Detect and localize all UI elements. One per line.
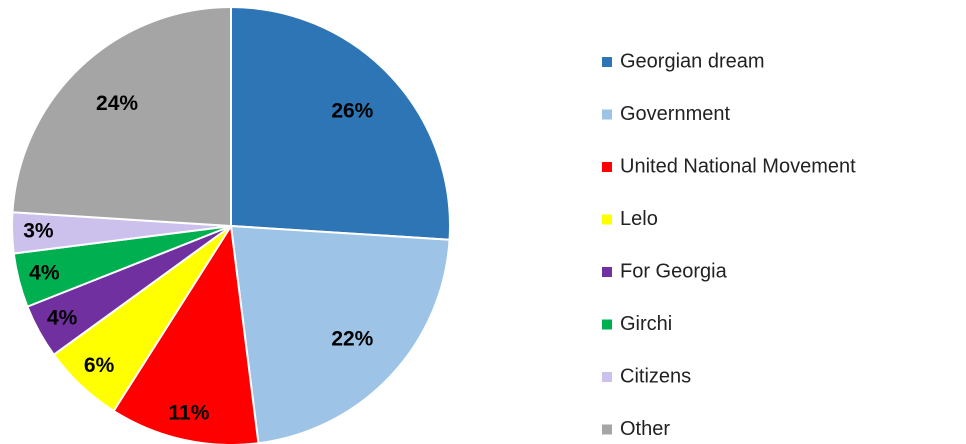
- legend-swatch: [602, 162, 612, 172]
- pie-slice: [229, 224, 451, 444]
- value-label: 22%: [331, 327, 373, 350]
- value-label: 26%: [331, 100, 373, 123]
- legend-label: Citizens: [620, 365, 691, 387]
- legend-label: Other: [620, 418, 670, 440]
- legend-label: Government: [620, 103, 730, 125]
- legend-swatch: [602, 424, 612, 435]
- legend-label: Lelo: [620, 208, 658, 230]
- value-label: 4%: [29, 261, 60, 284]
- value-label: 3%: [23, 220, 54, 243]
- legend-swatch: [602, 109, 612, 120]
- value-label: 24%: [96, 92, 138, 115]
- legend-swatch: [602, 57, 612, 67]
- legend-label: Georgian dream: [620, 50, 765, 72]
- pie-slice: [11, 5, 232, 228]
- value-label: 11%: [169, 402, 210, 425]
- legend-swatch: [602, 267, 612, 277]
- legend-label: For Georgia: [620, 260, 728, 282]
- pie-slice: [230, 5, 451, 241]
- value-label: 4%: [47, 306, 78, 329]
- legend-swatch: [602, 319, 612, 330]
- pie-slice: [112, 223, 260, 444]
- legend-swatch: [602, 372, 612, 382]
- legend-swatch: [602, 214, 612, 225]
- legend-label: United National Movement: [620, 155, 856, 177]
- value-label: 6%: [84, 354, 115, 377]
- legend-label: Girchi: [620, 313, 672, 335]
